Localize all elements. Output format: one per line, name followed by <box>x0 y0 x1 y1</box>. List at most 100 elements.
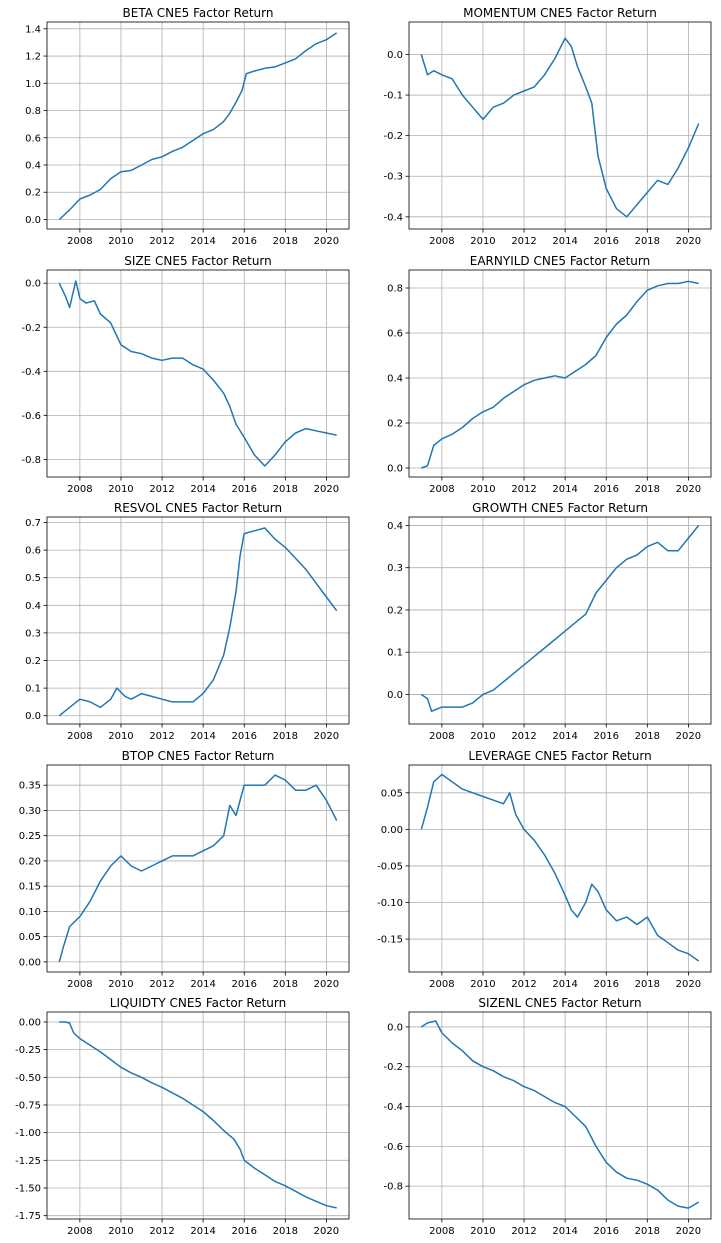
x-tick-label: 2018 <box>635 1226 660 1237</box>
x-tick-label: 2008 <box>67 979 92 990</box>
x-tick-label: 2014 <box>552 236 577 247</box>
factor-panel: MOMENTUM CNE5 Factor Return 2008 2010 2012 2… <box>383 6 712 247</box>
y-tick-label: 0.0 <box>387 690 403 701</box>
y-tick-label: 0.0 <box>387 50 403 61</box>
x-tick-label: 2018 <box>273 236 298 247</box>
x-tick-label: 2010 <box>108 484 133 495</box>
factor-panel: BTOP CNE5 Factor Return 2008 2010 2012 2014 2… <box>19 749 350 990</box>
factor-panel: SIZENL CNE5 Factor Return 2008 2010 2012 201… <box>383 996 712 1237</box>
x-tick-label: 2014 <box>190 731 215 742</box>
y-tick-label: -0.05 <box>377 861 403 872</box>
axes-frame <box>46 764 350 973</box>
y-tick-label: -0.1 <box>383 91 403 102</box>
x-tick-label: 2010 <box>470 731 495 742</box>
factor-panel: LEVERAGE CNE5 Factor Return 2008 2010 2012 2… <box>377 749 712 990</box>
x-tick-label: 2016 <box>231 1226 256 1237</box>
y-tick-label: 0.5 <box>25 573 41 584</box>
axes-frame <box>408 516 712 725</box>
y-tick-label: 0.8 <box>387 284 403 295</box>
y-tick-label: 0.4 <box>387 521 403 532</box>
series-line <box>421 280 699 469</box>
x-tick-label: 2020 <box>314 979 339 990</box>
x-tick-label: 2020 <box>676 731 701 742</box>
x-tick-label: 2020 <box>676 236 701 247</box>
y-tick-label: 1.2 <box>25 52 41 63</box>
x-tick-label: 2020 <box>314 236 339 247</box>
x-tick-label: 2014 <box>552 1226 577 1237</box>
y-tick-label: 0.2 <box>387 605 403 616</box>
x-tick-label: 2020 <box>676 1226 701 1237</box>
y-tick-label: 0.0 <box>25 711 41 722</box>
y-tick-label: -0.6 <box>21 411 41 422</box>
y-tick-label: 0.3 <box>387 563 403 574</box>
series-line <box>420 524 700 713</box>
y-tick-label: 0.10 <box>19 907 41 918</box>
y-tick-label: 0.15 <box>19 882 41 893</box>
y-tick-label: 0.25 <box>19 831 41 842</box>
x-tick-label: 2020 <box>676 979 701 990</box>
axes-frame <box>408 21 712 230</box>
y-tick-label: 0.2 <box>25 656 41 667</box>
y-tick-label: -0.10 <box>377 898 403 909</box>
y-tick-label: 0.4 <box>25 601 41 612</box>
x-tick-label: 2008 <box>67 731 92 742</box>
y-tick-label: 0.30 <box>19 806 41 817</box>
y-tick-label: 0.05 <box>19 932 41 943</box>
x-tick-label: 2012 <box>149 236 174 247</box>
x-tick-label: 2012 <box>511 979 536 990</box>
x-tick-label: 2008 <box>429 1226 454 1237</box>
y-tick-label: 1.4 <box>25 24 41 35</box>
x-tick-label: 2014 <box>190 1226 215 1237</box>
x-tick-label: 2016 <box>231 236 256 247</box>
axes-frame <box>46 1011 350 1220</box>
axes-frame <box>46 269 350 478</box>
panel-title: LEVERAGE CNE5 Factor Return <box>468 749 651 763</box>
axes-frame <box>408 764 712 973</box>
y-tick-label: 0.00 <box>19 1017 41 1028</box>
series-line <box>58 527 338 717</box>
x-tick-label: 2020 <box>314 1226 339 1237</box>
x-tick-label: 2016 <box>231 979 256 990</box>
panel-title: BETA CNE5 Factor Return <box>123 6 274 20</box>
y-tick-label: -1.50 <box>15 1184 41 1195</box>
y-tick-label: 0.3 <box>25 628 41 639</box>
x-tick-label: 2020 <box>676 484 701 495</box>
y-tick-label: -0.8 <box>21 455 41 466</box>
y-tick-label: 0.00 <box>19 957 41 968</box>
y-tick-label: -0.4 <box>383 212 403 223</box>
x-tick-label: 2014 <box>552 484 577 495</box>
x-tick-label: 2016 <box>231 731 256 742</box>
x-tick-label: 2010 <box>470 484 495 495</box>
y-tick-label: 0.6 <box>387 329 403 340</box>
y-tick-label: 0.8 <box>25 106 41 117</box>
x-tick-label: 2012 <box>149 1226 174 1237</box>
y-tick-label: -0.2 <box>383 131 403 142</box>
x-tick-label: 2012 <box>511 1226 536 1237</box>
axes-frame <box>46 516 350 725</box>
y-tick-label: 0.35 <box>19 781 41 792</box>
y-tick-label: 0.6 <box>25 133 41 144</box>
x-tick-label: 2012 <box>149 979 174 990</box>
y-tick-label: -0.4 <box>383 1102 403 1113</box>
panel-title: LIQUIDTY CNE5 Factor Return <box>110 996 286 1010</box>
x-tick-label: 2010 <box>108 1226 133 1237</box>
y-tick-label: 0.6 <box>25 546 41 557</box>
x-tick-label: 2014 <box>552 731 577 742</box>
y-tick-label: -0.8 <box>383 1182 403 1193</box>
x-tick-label: 2018 <box>635 979 660 990</box>
x-tick-label: 2008 <box>429 979 454 990</box>
x-tick-label: 2016 <box>593 979 618 990</box>
series-line <box>59 1021 337 1209</box>
y-tick-label: -0.15 <box>377 935 403 946</box>
x-tick-label: 2012 <box>149 731 174 742</box>
y-tick-label: 0.2 <box>387 419 403 430</box>
series-line <box>58 774 338 963</box>
x-tick-label: 2018 <box>635 236 660 247</box>
y-tick-label: -0.50 <box>15 1073 41 1084</box>
x-tick-label: 2016 <box>593 236 618 247</box>
y-tick-label: 0.4 <box>25 160 41 171</box>
y-tick-label: -1.00 <box>15 1128 41 1139</box>
factor-panel: BETA CNE5 Factor Return 2008 2010 2012 2014 2… <box>25 6 350 247</box>
axes-frame <box>46 21 350 230</box>
x-tick-label: 2016 <box>231 484 256 495</box>
